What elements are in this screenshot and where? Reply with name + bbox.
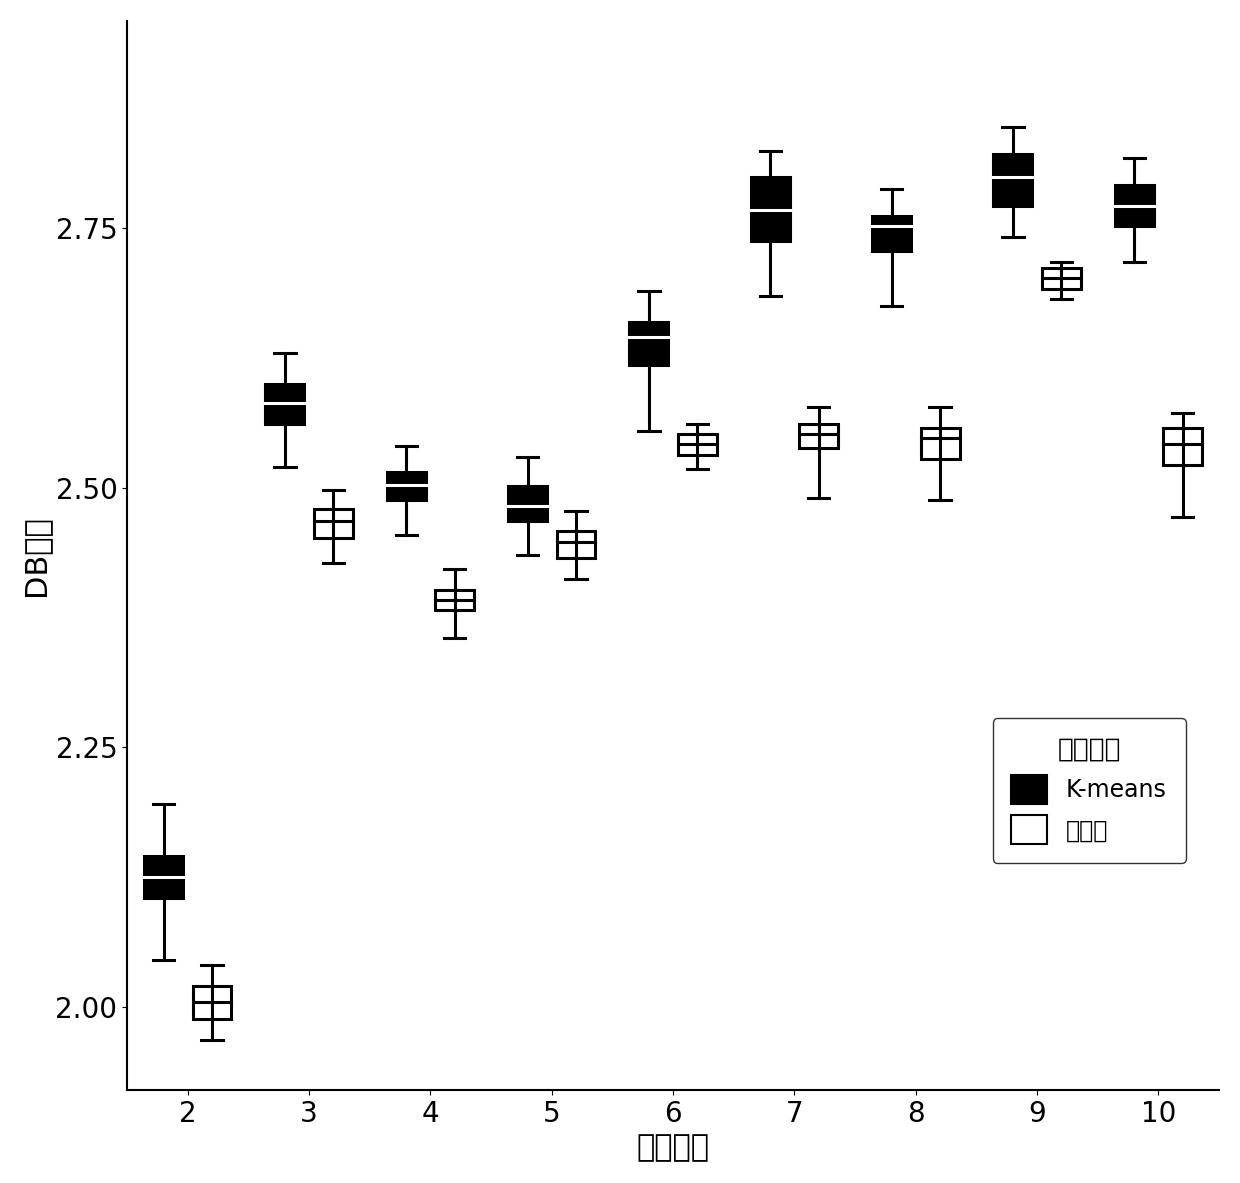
Bar (872, 216, 911, 251)
Bar (265, 384, 304, 424)
Bar (435, 589, 474, 610)
Bar (630, 322, 668, 366)
X-axis label: 聚类数量: 聚类数量 (636, 1133, 709, 1162)
Bar (1163, 428, 1202, 465)
Bar (557, 531, 595, 558)
Bar (387, 472, 425, 500)
Bar (1115, 185, 1153, 226)
Bar (192, 987, 232, 1020)
Bar (750, 176, 790, 241)
Y-axis label: DB指数: DB指数 (21, 515, 50, 596)
Legend: K-means, 谱聚类: K-means, 谱聚类 (992, 718, 1185, 864)
Bar (920, 428, 960, 459)
Bar (800, 424, 838, 448)
Bar (678, 434, 717, 454)
Bar (993, 154, 1033, 206)
Bar (508, 486, 547, 521)
Bar (314, 509, 353, 538)
Bar (1042, 267, 1081, 289)
Bar (144, 856, 184, 898)
